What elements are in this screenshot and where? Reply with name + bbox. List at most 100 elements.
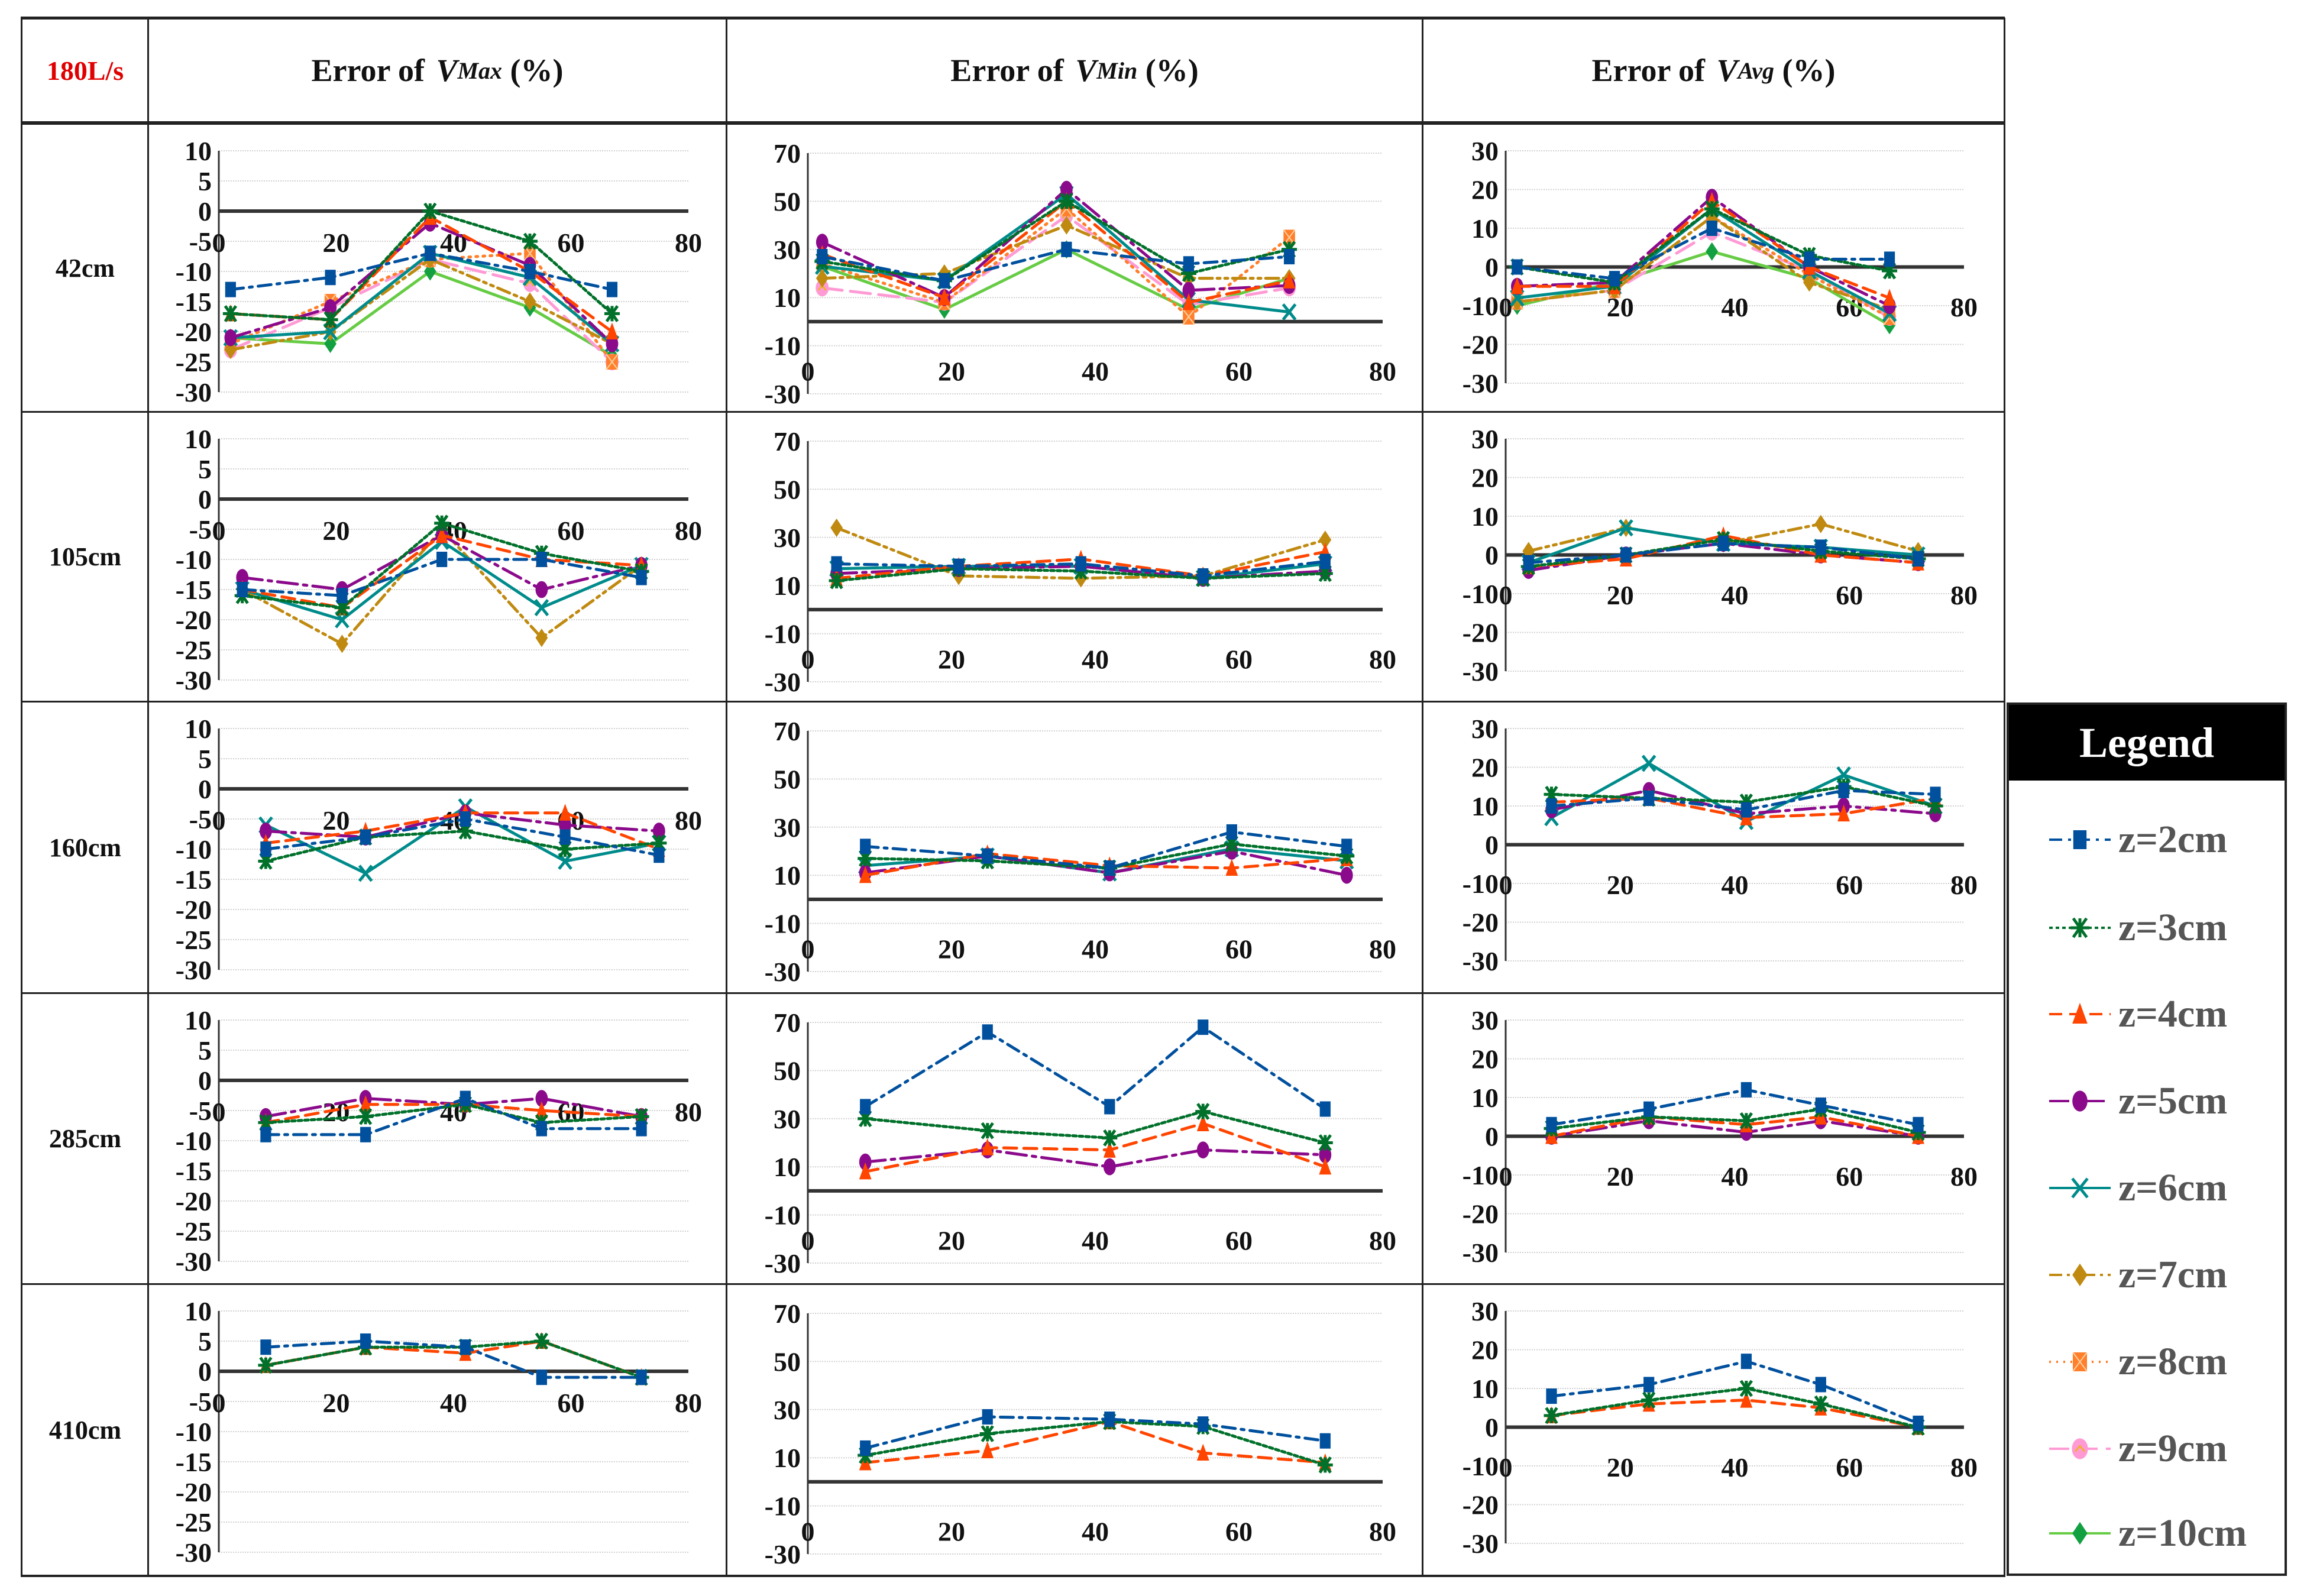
- series-z-4cm: [859, 1114, 1332, 1180]
- square-marker: [1198, 1416, 1209, 1432]
- x-tick-label: 20: [323, 805, 350, 836]
- asterisk-marker: [533, 1332, 549, 1350]
- legend-label: z=2cm: [2118, 818, 2228, 861]
- square-marker: [1740, 802, 1752, 818]
- y-tick-label: 0: [198, 1357, 212, 1387]
- y-tick-label: 30: [774, 812, 801, 843]
- legend: Legend z=2cm z=3cm z=4cm z=5cm z=6cm z=7cm z=8…: [2007, 703, 2287, 1576]
- y-tick-label: 0: [1485, 1413, 1499, 1443]
- square-marker: [360, 1333, 371, 1349]
- y-tick-label: 30: [774, 1395, 801, 1425]
- asterisk-marker: [1317, 1134, 1333, 1151]
- series-z-2cm: [860, 1019, 1331, 1117]
- series-z-3cm: [1544, 1380, 1926, 1436]
- series-z-2cm: [1546, 782, 1941, 818]
- series-line: [241, 527, 643, 646]
- diamond-marker: [2072, 1263, 2088, 1287]
- square-marker: [831, 556, 842, 572]
- x-tick-label: 20: [1607, 870, 1634, 900]
- x-tick-label: 40: [1722, 580, 1749, 610]
- y-tick-label: 30: [1471, 1296, 1499, 1326]
- circle-legend-icon: [2049, 1090, 2111, 1112]
- square-marker: [225, 281, 236, 297]
- series-z-3cm: [858, 1413, 1333, 1474]
- y-tick-label: -15: [176, 575, 212, 605]
- legend-label: z=5cm: [2118, 1079, 2228, 1122]
- diamond-marker: [535, 629, 548, 648]
- legend-item: z=8cm: [2009, 1338, 2285, 1385]
- x-marker: [1641, 755, 1656, 772]
- series-z-6cm: [223, 244, 620, 352]
- square-marker: [1283, 249, 1295, 265]
- circle-marker: [1060, 180, 1073, 198]
- y-tick-label: -15: [176, 865, 212, 895]
- square-marker: [1183, 256, 1195, 272]
- x-tick-label: 20: [938, 1225, 965, 1255]
- y-tick-label: -15: [176, 1156, 212, 1186]
- square-marker: [1643, 1101, 1655, 1117]
- y-tick-label: 10: [185, 714, 212, 744]
- series-z-3cm: [1544, 1100, 1926, 1141]
- y-tick-label: -5: [189, 514, 212, 545]
- y-tick-label: -10: [1462, 579, 1499, 609]
- square-marker: [1341, 839, 1353, 854]
- triangle-marker: [1837, 804, 1850, 822]
- square-marker: [982, 848, 993, 864]
- series-line: [229, 251, 614, 345]
- square-marker: [1930, 786, 1941, 802]
- square-marker: [1104, 1099, 1115, 1115]
- square-marker: [860, 1099, 871, 1115]
- green-diamond-marker: [2072, 1521, 2088, 1545]
- asterisk-marker: [1704, 200, 1720, 218]
- chart-cell: 70 50 30 10 -10 -30 0 20 40 60 80: [727, 1285, 1422, 1571]
- square-marker: [425, 245, 436, 261]
- x-marker: [1282, 303, 1297, 321]
- x-tick-label: 40: [1082, 1516, 1109, 1546]
- circle-marker: [535, 1090, 548, 1107]
- series-line: [229, 215, 614, 334]
- x-tick-label: 40: [1722, 1452, 1749, 1482]
- x-tick-label: 0: [212, 516, 226, 546]
- y-tick-label: -10: [1462, 1451, 1499, 1481]
- chart-cell: 70 50 30 10 -10 -30 0 20 40 60 80: [727, 994, 1422, 1280]
- square-marker: [1815, 539, 1826, 555]
- series-line: [820, 187, 1291, 300]
- y-tick-label: -30: [1462, 946, 1499, 976]
- series-line: [863, 1110, 1327, 1144]
- asterisk-marker: [604, 305, 620, 322]
- pink-circle-marker: [2072, 1438, 2088, 1459]
- line-chart: 70 50 30 10 -10 -300 20 40 60 80: [765, 138, 1396, 409]
- series-z-2cm: [1546, 1354, 1924, 1431]
- x-tick-label: 0: [1499, 580, 1513, 610]
- square-marker: [336, 588, 348, 604]
- y-tick-label: -30: [176, 377, 212, 407]
- x-tick-label: 0: [1499, 870, 1513, 900]
- square-marker: [1609, 271, 1620, 287]
- square-marker: [260, 841, 271, 857]
- y-tick-label: 10: [774, 1443, 801, 1473]
- square-marker: [460, 1339, 471, 1355]
- square-marker: [559, 829, 571, 845]
- x-tick-label: 60: [1836, 870, 1863, 900]
- legend-label: z=7cm: [2118, 1253, 2228, 1296]
- x-tick-label: 80: [1369, 356, 1396, 386]
- triangle-marker: [606, 322, 619, 339]
- y-tick-label: 0: [198, 1066, 212, 1096]
- column-header-suffix: (%): [502, 53, 564, 88]
- legend-label: z=6cm: [2118, 1166, 2228, 1209]
- asterisk-marker: [1102, 1129, 1118, 1147]
- x-tick-label: 0: [801, 644, 815, 674]
- legend-label: z=8cm: [2118, 1340, 2228, 1383]
- series-z-8cm: [224, 245, 619, 370]
- series-z-2cm: [260, 811, 665, 863]
- y-tick-label: 30: [1471, 714, 1499, 744]
- square-legend-icon: [2049, 830, 2111, 849]
- triangle-marker: [1740, 1391, 1753, 1408]
- x-tick-label: 80: [1950, 580, 1978, 610]
- y-tick-label: -10: [765, 1200, 801, 1231]
